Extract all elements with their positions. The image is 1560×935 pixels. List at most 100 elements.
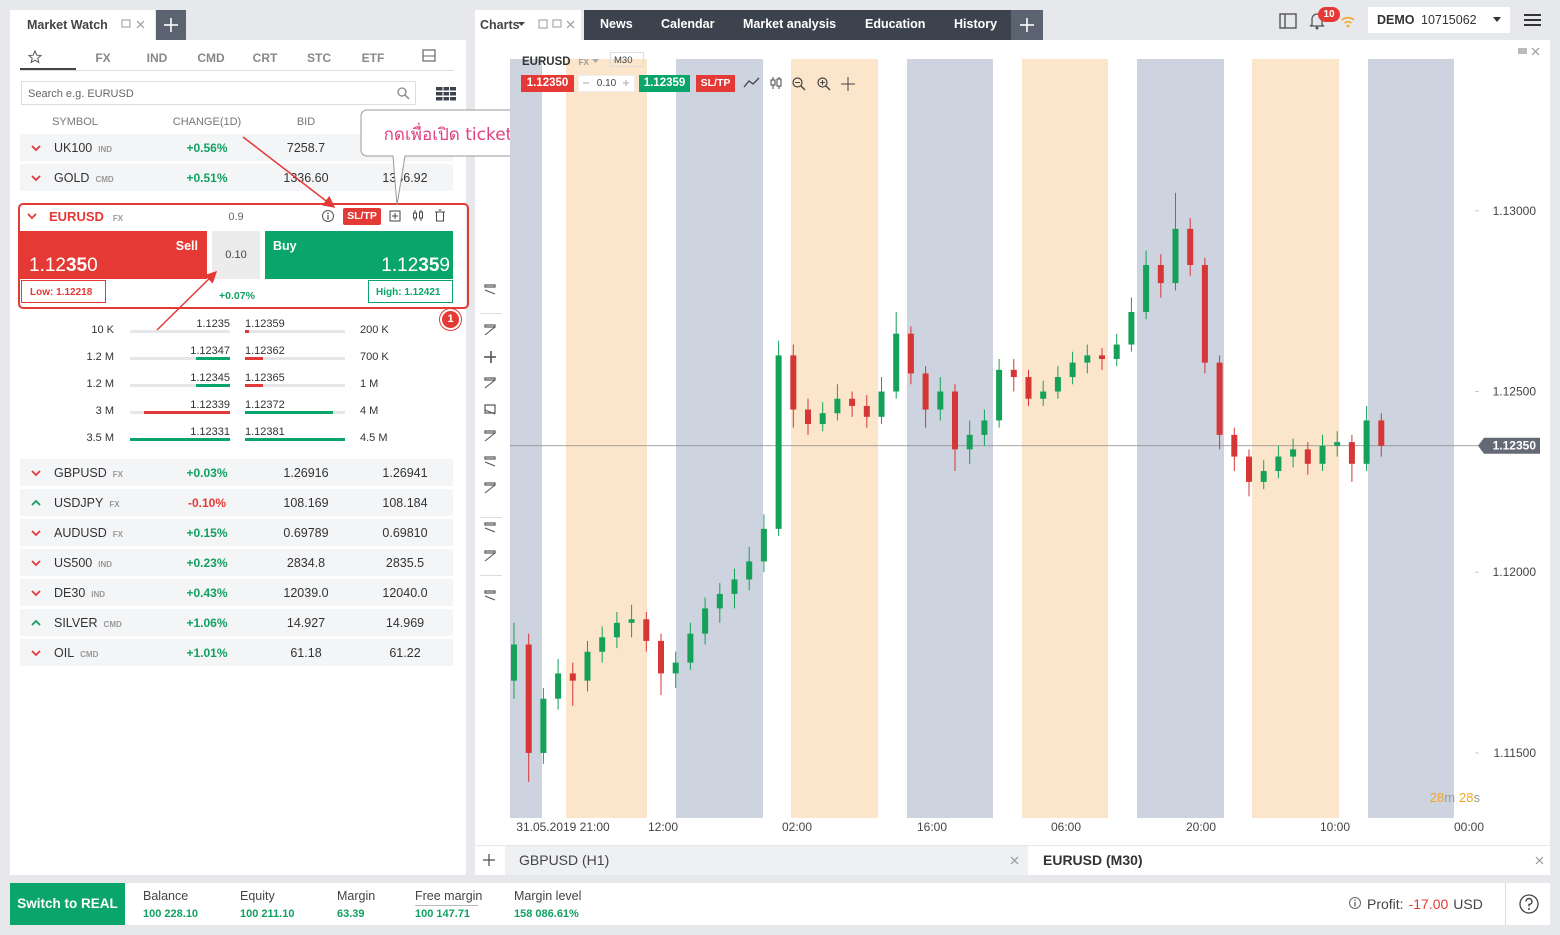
chart-close-x[interactable]: [1531, 47, 1540, 56]
candle-body: [1010, 369, 1017, 378]
symbol-row[interactable]: [20, 489, 453, 517]
zoom-out[interactable]: [792, 77, 806, 91]
charts-dropdown: [518, 22, 525, 26]
volume-box[interactable]: 0.10: [212, 231, 260, 279]
timeframe-box[interactable]: M30: [610, 52, 644, 67]
charts-close[interactable]: [566, 20, 575, 29]
volume-plus[interactable]: [623, 80, 629, 86]
chart-bid[interactable]: 1.12350: [521, 75, 574, 92]
buy-button[interactable]: [265, 231, 453, 279]
chart-tool[interactable]: [484, 522, 496, 534]
filter-tab[interactable]: CMD: [197, 51, 225, 65]
symbol-row[interactable]: [20, 519, 453, 547]
candle-type-icon[interactable]: [770, 77, 782, 89]
line-type-icon[interactable]: [743, 77, 760, 88]
account-box[interactable]: [1368, 7, 1510, 33]
filter-tab[interactable]: STC: [307, 51, 331, 65]
chart-tool[interactable]: [484, 590, 496, 602]
help-icon-part: [1519, 894, 1539, 914]
info-icon[interactable]: [322, 210, 334, 222]
grid-view-icon[interactable]: [436, 87, 456, 101]
nav-item[interactable]: News: [600, 17, 633, 31]
candle-body: [599, 637, 606, 652]
open-ticket-plus[interactable]: [389, 210, 401, 222]
chart-tool[interactable]: [484, 324, 496, 336]
layout-icon[interactable]: [1279, 13, 1297, 29]
add-chart-tab[interactable]: [483, 854, 495, 866]
chart-tool-part: [484, 432, 496, 442]
sell-button[interactable]: [20, 231, 207, 279]
ask-cell: 14.969: [385, 616, 425, 630]
current-price-tag: [1478, 437, 1540, 454]
depth-ask-bar: [245, 357, 263, 360]
tab-close-part: [136, 20, 145, 29]
pan-icon[interactable]: [841, 77, 855, 91]
delete-icon[interactable]: [435, 209, 445, 222]
menu-icon[interactable]: [1524, 14, 1541, 26]
open-ticket-plus-part: [389, 210, 401, 222]
chart-sltp[interactable]: SL/TP: [696, 75, 735, 92]
market-watch-tab[interactable]: Market Watch: [10, 10, 155, 40]
chart-tool[interactable]: [484, 550, 496, 562]
filter-tab[interactable]: IND: [146, 51, 168, 65]
help-icon[interactable]: [1519, 894, 1539, 914]
symbol-row[interactable]: [20, 549, 453, 577]
inbox-icon[interactable]: [422, 49, 436, 62]
chart-tab-active-close[interactable]: [1535, 856, 1544, 865]
chart-tool-part: [484, 595, 496, 601]
annotation-arrows: [156, 136, 336, 331]
tab-close[interactable]: [136, 20, 145, 29]
chart-icon[interactable]: [413, 210, 424, 221]
chart-icon-part: [413, 212, 417, 219]
candle-body: [1216, 362, 1223, 435]
search-box[interactable]: Search e.g. EURUSD: [21, 81, 416, 105]
nav-item[interactable]: Calendar: [661, 17, 715, 31]
symbol-row[interactable]: [20, 579, 453, 607]
chart-ask[interactable]: 1.12359: [639, 75, 690, 92]
candle-body: [702, 608, 709, 634]
depth-bid-bar: [130, 438, 230, 441]
candle-body: [672, 662, 679, 674]
filter-tab[interactable]: CRT: [252, 51, 278, 65]
chart-volume-box[interactable]: 0.10: [578, 75, 635, 92]
symbol-class: CMD: [80, 650, 99, 659]
favorites-star[interactable]: [27, 49, 43, 64]
low-box: Low: 1.12218: [21, 280, 106, 303]
depth-bid-track: [130, 330, 230, 333]
chart-tool[interactable]: [484, 377, 496, 389]
volume-minus[interactable]: [583, 82, 589, 84]
symbol-row[interactable]: [20, 164, 453, 192]
symbol-cell: GOLD CMD: [54, 171, 114, 185]
nav-item[interactable]: History: [954, 17, 998, 31]
chart-tool[interactable]: [484, 482, 496, 494]
switch-real-button[interactable]: Switch to REAL: [10, 883, 125, 925]
sltp-button[interactable]: SL/TP: [343, 208, 381, 225]
chart-tool-part: [484, 379, 496, 389]
candle-body: [878, 391, 885, 417]
bell-icon-part: [1315, 26, 1319, 30]
chart-tab-active[interactable]: EURUSD (M30): [1043, 852, 1143, 868]
charts-tab[interactable]: Charts: [475, 10, 581, 40]
chart-tool[interactable]: [484, 456, 496, 468]
filter-tab[interactable]: FX: [95, 51, 111, 65]
trend-chevron: [31, 175, 41, 182]
chart-tool[interactable]: [484, 404, 496, 416]
chart-tab-close[interactable]: [1010, 856, 1019, 865]
chart-tab[interactable]: GBPUSD (H1): [505, 846, 1028, 875]
trend-chevron-part: [31, 145, 41, 152]
filter-tab[interactable]: ETF: [361, 51, 385, 65]
stat-value: 100 228.10: [143, 908, 199, 920]
symbol-row[interactable]: [20, 609, 453, 637]
nav-item[interactable]: Education: [865, 17, 926, 31]
chart-tool[interactable]: [484, 351, 496, 363]
chart-tool[interactable]: [484, 284, 496, 296]
candle-body: [584, 651, 591, 681]
symbol-row[interactable]: [20, 639, 453, 667]
candle-body: [1128, 312, 1135, 345]
chart-tool-part: [484, 552, 496, 562]
annotation-arrows-part: [242, 136, 336, 208]
symbol-row[interactable]: [20, 459, 453, 487]
nav-item[interactable]: Market analysis: [743, 17, 837, 31]
chart-tool[interactable]: [484, 430, 496, 442]
zoom-in[interactable]: [817, 77, 831, 91]
